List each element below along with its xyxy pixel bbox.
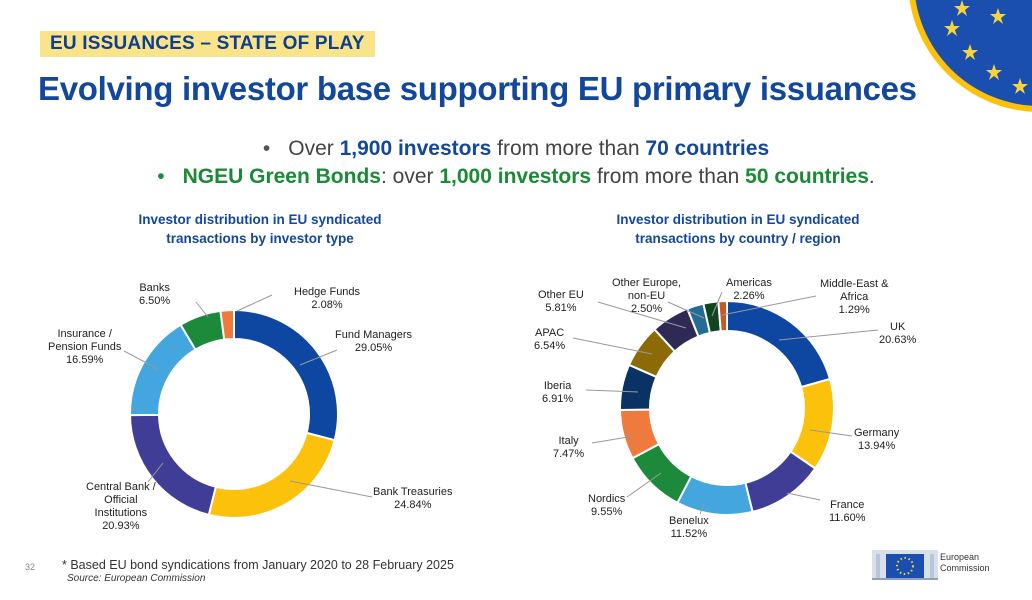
flag-stars [944,0,1028,94]
label-iberia: Iberia 6.91% [542,380,574,405]
source-note: Source: European Commission [67,573,206,584]
label-apac: APAC 6.54% [534,327,566,352]
label-france: France 11.60% [829,499,866,524]
section-kicker: EU ISSUANCES – STATE OF PLAY [40,31,375,57]
slice-bank-treasuries [207,431,336,519]
commission-building-icon [872,550,938,580]
logo-wordmark: European Commission [940,552,990,573]
label-nordics: Nordics 9.55% [588,493,626,518]
bullet-overall: • Over 1,900 investors from more than 70 … [262,137,770,160]
page-title: Evolving investor base supporting EU pri… [38,70,917,107]
bullet-dot: • [157,165,165,188]
slice-insurance-pension-funds [129,323,197,417]
label-other-eu: Other EU 5.81% [538,289,584,314]
chart1-title: Investor distribution in EU syndicated t… [138,212,382,246]
label-americas: Americas 2.26% [726,277,772,302]
donut-country-region [619,299,835,516]
bullet-dot: • [262,137,271,160]
label-hedge-funds: Hedge Funds 2.08% [294,286,361,311]
donut-investor-type [128,308,339,519]
slice-hedge-funds [219,308,235,341]
label-benelux: Benelux 11.52% [669,515,709,540]
european-commission-logo: European Commission [872,544,992,584]
page-number: 32 [25,562,36,572]
label-central-bank: Central Bank / Official Institutions 20.93% [86,481,156,532]
label-insurance: Insurance / Pension Funds 16.59% [48,328,122,366]
leader-lines [123,291,879,515]
slice-france [744,450,817,514]
chart2-title: Investor distribution in EU syndicated t… [616,212,860,246]
eu-flag-corner-graphic [909,0,1032,112]
label-bank-treasuries: Bank Treasuries 24.84% [373,486,453,511]
label-germany: Germany 13.94% [854,427,900,452]
slice-fund-managers [233,308,339,442]
footnote: * Based EU bond syndications from Januar… [62,558,454,572]
slice-middle-east-africa [717,299,728,333]
key-bullets: • Over 1,900 investors from more than 70 … [0,135,1032,191]
bullet-green-bonds: • NGEU Green Bonds: over 1,000 investors … [157,165,875,188]
label-middle-east-africa: Middle-East & Africa 1.29% [820,278,889,316]
label-uk: UK 20.63% [879,321,917,346]
label-other-europe: Other Europe, non-EU 2.50% [612,277,682,315]
label-italy: Italy 7.47% [553,435,585,460]
label-fund-managers: Fund Managers 29.05% [335,329,413,354]
label-banks: Banks 6.50% [139,282,171,307]
slice-uk [726,299,832,389]
